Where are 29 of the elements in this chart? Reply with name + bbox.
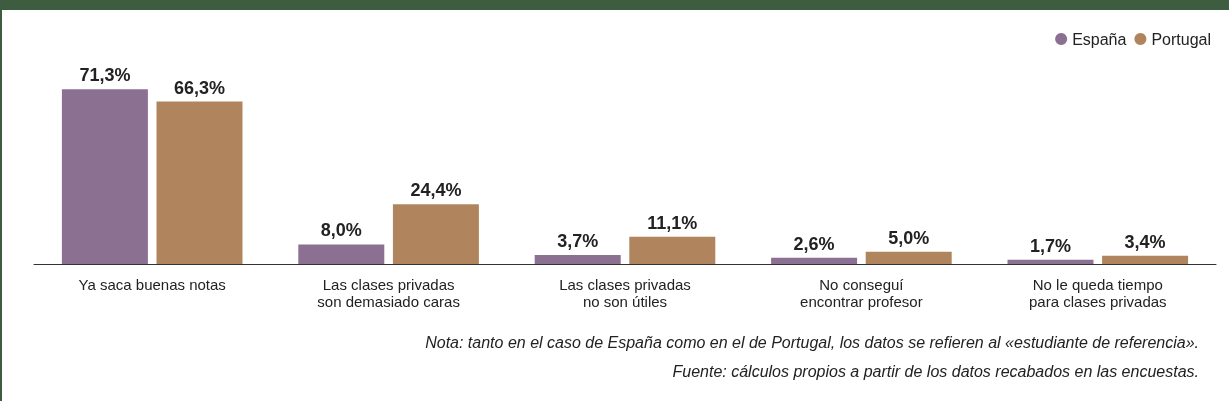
bar (1102, 255, 1189, 264)
x-tick-label: No le queda tiempo para clases privadas (1029, 276, 1167, 310)
data-label: 8,0% (320, 220, 362, 241)
data-label: 3,4% (1124, 231, 1166, 252)
data-label: 71,3% (79, 65, 131, 86)
x-tick-label: Las clases privadas no son útiles (559, 276, 691, 310)
bar (156, 101, 243, 264)
bar (298, 244, 385, 264)
bar (865, 251, 952, 264)
x-tick-label: Las clases privadas son demasiado caras (317, 276, 460, 310)
data-label: 1,7% (1029, 235, 1072, 256)
bar (61, 89, 148, 264)
data-label: 66,3% (173, 77, 226, 98)
bar (534, 254, 621, 264)
bar (771, 257, 858, 264)
data-label: 5,0% (888, 227, 930, 248)
bar (392, 204, 479, 264)
bar (629, 236, 716, 264)
data-label: 11,1% (647, 212, 698, 233)
x-tick-label: Ya saca buenas notas (78, 276, 226, 293)
data-label: 2,6% (793, 233, 835, 254)
data-label: 3,7% (557, 230, 599, 251)
data-label: 24,4% (410, 180, 462, 201)
legend-label: Portugal (1151, 30, 1211, 48)
x-tick-label: No conseguí encontrar profesor (800, 276, 923, 310)
legend-label: España (1072, 30, 1127, 48)
source-note: Fuente: cálculos propios a partir de los datos recabados en las encuestas. (671, 362, 1199, 382)
text: Nota: tanto en el caso de España como en el de Portugal, los datos se refieren al «estudiante de referencia». (425, 333, 1199, 353)
bar (1007, 259, 1094, 264)
